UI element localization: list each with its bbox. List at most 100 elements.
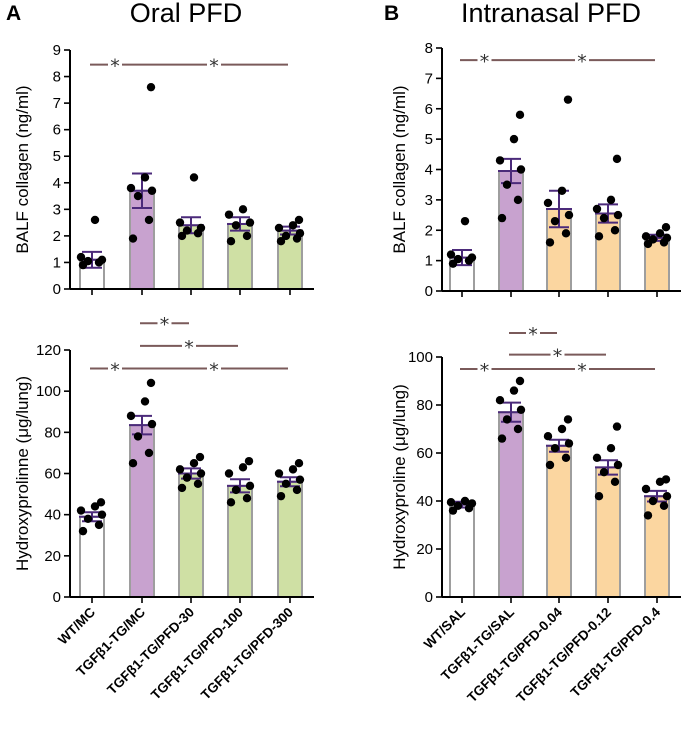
y-tick-label: 60: [44, 466, 61, 483]
panel-letter: A: [6, 2, 21, 25]
data-point: [543, 198, 553, 208]
data-point: [96, 498, 106, 507]
y-tick-label: 7: [53, 95, 61, 112]
data-point: [460, 496, 470, 506]
significance-star: *: [553, 346, 563, 368]
significance-star: *: [577, 51, 587, 73]
data-point: [133, 191, 143, 201]
data-point: [563, 415, 573, 424]
data-point: [515, 376, 525, 386]
data-point: [294, 459, 304, 468]
data-point: [497, 213, 507, 223]
data-point: [594, 232, 604, 241]
y-tick-label: 5: [425, 131, 433, 148]
data-point: [612, 154, 622, 164]
data-point: [610, 477, 620, 486]
y-tick-label: 3: [53, 201, 61, 218]
data-point: [245, 481, 255, 491]
data-point: [467, 499, 477, 508]
data-point: [189, 459, 199, 468]
data-point: [83, 256, 93, 266]
data-point: [550, 216, 560, 226]
bar: [595, 466, 621, 598]
y-tick-label: 20: [416, 541, 433, 558]
data-point: [76, 252, 86, 262]
data-point: [662, 233, 672, 243]
data-point: [196, 223, 206, 233]
chart-a-top: A Oral PFD BALF collagen (ng/ml) 0 1 2 3 4 5 6 7 8 9…: [6, 0, 314, 298]
data-point: [564, 439, 574, 448]
y-axis-label: BALF collagen (ng/ml): [13, 85, 32, 253]
data-point: [276, 237, 286, 246]
panel-letter: B: [384, 2, 399, 25]
data-point: [274, 223, 284, 233]
data-point: [648, 496, 658, 506]
data-point: [90, 502, 100, 511]
data-point: [509, 134, 519, 144]
data-point: [76, 506, 86, 515]
data-point: [128, 459, 138, 468]
data-point: [641, 232, 651, 241]
data-point: [557, 186, 567, 195]
data-point: [231, 485, 241, 495]
data-point: [146, 82, 156, 92]
data-point: [502, 180, 512, 189]
data-point: [97, 255, 107, 264]
data-point: [606, 195, 616, 205]
data-point: [244, 456, 254, 466]
y-axis-label: Hydroxyproline (μg/lung): [390, 384, 409, 570]
data-point: [497, 434, 507, 443]
significance-star: *: [209, 56, 219, 78]
significance-star: *: [577, 360, 587, 382]
category-label: WT/SAL: [421, 605, 468, 652]
data-point: [606, 444, 616, 453]
data-point: [226, 237, 236, 246]
y-tick-label: 4: [425, 162, 433, 179]
data-point: [563, 95, 573, 104]
significance-star: *: [110, 56, 120, 78]
data-point: [561, 453, 571, 462]
data-point: [245, 218, 255, 227]
significance-star: *: [209, 360, 219, 382]
data-point: [175, 465, 185, 474]
data-point: [224, 210, 234, 219]
data-point: [281, 231, 291, 241]
data-point: [648, 235, 658, 244]
panel-title: Oral PFD: [130, 0, 243, 28]
data-point: [274, 469, 284, 478]
data-point: [231, 221, 241, 230]
y-tick-label: 60: [416, 445, 433, 462]
category-label: TGFβ1-TG/PFD-0.4: [568, 604, 664, 700]
data-point: [453, 501, 463, 510]
significance-star: *: [184, 337, 194, 359]
data-point: [502, 415, 512, 424]
data-point: [294, 215, 304, 225]
data-point: [83, 514, 93, 523]
data-point: [594, 492, 604, 501]
data-point: [177, 483, 187, 493]
data-point: [195, 452, 205, 462]
y-tick-label: 2: [425, 222, 433, 239]
y-tick-label: 1: [425, 253, 433, 270]
category-label: TGFβ1-TG/PFD-300: [198, 605, 296, 703]
data-point: [126, 411, 136, 421]
y-tick-label: 120: [36, 342, 61, 359]
y-tick-label: 3: [425, 192, 433, 209]
y-tick-label: 6: [53, 122, 61, 139]
significance-star: *: [160, 314, 170, 336]
data-point: [613, 210, 623, 220]
data-point: [196, 469, 206, 478]
y-tick-label: 5: [53, 148, 61, 165]
data-point: [513, 424, 523, 434]
data-point: [281, 479, 291, 488]
chart-b-bottom: Hydroxyproline (μg/lung) 0 20 40 60 80 100 WT/S…: [390, 324, 681, 705]
data-point: [467, 253, 477, 262]
data-point: [97, 510, 107, 519]
data-point: [516, 405, 526, 414]
data-point: [177, 231, 187, 241]
data-point: [545, 238, 555, 247]
data-point: [599, 213, 609, 223]
chart-b-top: B Intranasal PFD BALF collagen (ng/ml) 0 1 2 3…: [384, 0, 681, 300]
y-axis-label: BALF collagen (ng/ml): [390, 85, 409, 253]
